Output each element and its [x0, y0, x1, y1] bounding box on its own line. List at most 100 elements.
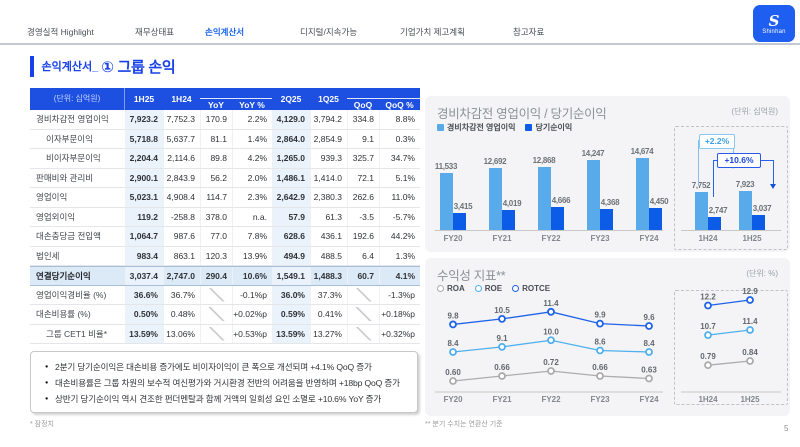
- nav-tab-4[interactable]: 디지털/지속가능: [300, 27, 358, 37]
- bar-value-label: 12,868: [532, 155, 556, 165]
- table-cell: 2,747.0: [163, 267, 200, 285]
- axis-line-half: [681, 230, 781, 231]
- table-cell: 13.59%: [125, 324, 163, 343]
- callout-connector: [713, 160, 714, 197]
- bar-ppop: [440, 173, 453, 230]
- table-cell: 325.7: [347, 149, 379, 168]
- column-header: YoY %: [232, 88, 272, 110]
- income-statement-table: (단위: 십억원) 1H25 1H24 YoY YoY % 2Q25 1Q25 QoQ QoQ …: [30, 88, 420, 344]
- data-point-label: 8.4: [447, 339, 459, 348]
- line-category-label: 1H25: [740, 395, 760, 404]
- data-point-ROE: [596, 346, 604, 355]
- column-header: 2Q25: [280, 94, 302, 104]
- table-cell: 7.8%: [232, 227, 272, 246]
- legend-swatch: [525, 124, 533, 131]
- table-cell: 2,204.4: [125, 149, 163, 168]
- nav-tab-1[interactable]: 경영실적 Highlight: [27, 27, 94, 37]
- bar-net-income: [708, 216, 721, 230]
- table-cell: 81.1: [200, 129, 232, 148]
- table-cell: 2.3%: [232, 188, 272, 207]
- legend-label: ROTCE: [522, 284, 551, 293]
- table-cell: 1,265.0: [272, 149, 310, 168]
- half-year-box: [674, 126, 788, 250]
- table-cell: +0.53%p: [232, 324, 272, 343]
- bar-value-label: 7,752: [691, 180, 711, 190]
- callout-connector: [773, 160, 774, 184]
- table-cell: 72.1: [347, 168, 379, 187]
- table-cell: 2.0%: [232, 168, 272, 187]
- bar-value-label: 3,037: [752, 204, 772, 214]
- bar-net-income: [649, 208, 662, 230]
- callout-net-income-yoy: +10.6%: [717, 153, 761, 168]
- table-cell: 1.4%: [232, 129, 272, 148]
- legend-item: 당기순이익: [525, 122, 572, 133]
- table-cell: 13.9%: [232, 246, 272, 265]
- column-header: 1Q25: [318, 94, 339, 104]
- data-point-ROTCE: [596, 319, 604, 328]
- callout-connector: [698, 140, 699, 186]
- data-point-label: 10.5: [494, 306, 510, 315]
- table-cell: 0.50%: [125, 305, 163, 324]
- legend-item: 경비차감전 영업이익: [437, 122, 515, 133]
- data-point-label: 11.4: [543, 299, 559, 308]
- bar-net-income: [752, 215, 765, 230]
- data-point-ROA: [746, 357, 754, 365]
- data-point-label: 0.72: [543, 358, 559, 367]
- bar-value-label: 4,368: [600, 197, 620, 207]
- top-navigation: 경영실적 Highlight 재무상태표 손익계산서 디지털/지속가능 기업가치 제고계…: [0, 0, 800, 46]
- table-cell: 56.2: [200, 168, 232, 187]
- bar-category-label: 1H25: [742, 234, 762, 243]
- bar-value-label: 12,692: [483, 156, 507, 166]
- data-point-ROTCE: [547, 307, 555, 316]
- table-cell: 120.3: [200, 246, 232, 265]
- row-label: 그룹 CET1 비율*: [46, 328, 108, 339]
- bar-value-label: 4,450: [649, 197, 669, 207]
- panel-operating-income-chart: 경비차감전 영업이익 / 당기순이익 (단위: 십억원) 경비차감전 영업이익 당…: [425, 96, 790, 252]
- row-label: 대손비용률 (%): [36, 309, 91, 319]
- table-cell: 36.7%: [163, 285, 200, 304]
- nav-tab-2[interactable]: 재무상태표: [135, 27, 175, 37]
- legend-swatch: [437, 124, 444, 131]
- row-label: 영업외이익: [36, 211, 76, 222]
- bar-value-label: 11,533: [434, 162, 458, 172]
- table-cell: 1,414.0: [310, 168, 347, 187]
- row-label: 대손충당금 전입액: [36, 231, 101, 241]
- table-cell: 1.3%: [379, 246, 420, 265]
- callout-connector: [733, 140, 734, 164]
- page-number: 5: [784, 424, 789, 433]
- table-cell: 4,129.0: [272, 110, 310, 129]
- legend-label: 당기순이익: [535, 123, 573, 132]
- row-label: 영업이익: [36, 192, 68, 202]
- commentary-bullet: 상반기 당기순이익 역시 견조한 펀더멘탈과 함께 거액의 일회성 요인 소멸로…: [45, 391, 409, 407]
- legend-item: ROA: [437, 284, 465, 293]
- row-label: 판매비와 관리비: [36, 172, 94, 183]
- line-category-label: 1H24: [698, 395, 718, 404]
- data-point-label: 12.9: [742, 287, 758, 296]
- row-label: 법인세: [36, 250, 60, 261]
- table-cell: +0.18%p: [379, 305, 420, 324]
- data-point-label: 9.6: [643, 313, 655, 322]
- nav-tab-6[interactable]: 참고자료: [513, 27, 545, 37]
- table-cell: 7,923.2: [125, 110, 163, 129]
- table-cell: 89.8: [200, 149, 232, 168]
- bar-category-label: FY23: [590, 234, 610, 243]
- table-row: 이자부문이익 5,718.8 5,637.7 81.1 1.4% 2,864.0 2,854…: [30, 129, 420, 149]
- legend-item: ROE: [474, 284, 503, 293]
- data-point-ROE: [498, 342, 506, 351]
- table-cell: -0.1%p: [232, 285, 272, 304]
- nav-tab-5[interactable]: 기업가치 제고계획: [400, 27, 465, 37]
- table-cell: 863.1: [163, 246, 200, 265]
- table-cell: 0.41%: [310, 305, 347, 324]
- data-point-ROA: [449, 377, 457, 385]
- data-point-label: 9.9: [594, 311, 606, 320]
- legend-marker: [437, 285, 444, 292]
- legend-label: ROE: [484, 284, 503, 293]
- nav-tab-3[interactable]: 손익계산서: [205, 27, 245, 37]
- bar-value-label: 7,923: [735, 180, 755, 190]
- half-year-box: [674, 290, 788, 405]
- table-cell: [347, 324, 379, 343]
- table-cell: 628.6: [272, 227, 310, 246]
- table-cell: 6.4: [347, 246, 379, 265]
- table-cell: [200, 285, 232, 304]
